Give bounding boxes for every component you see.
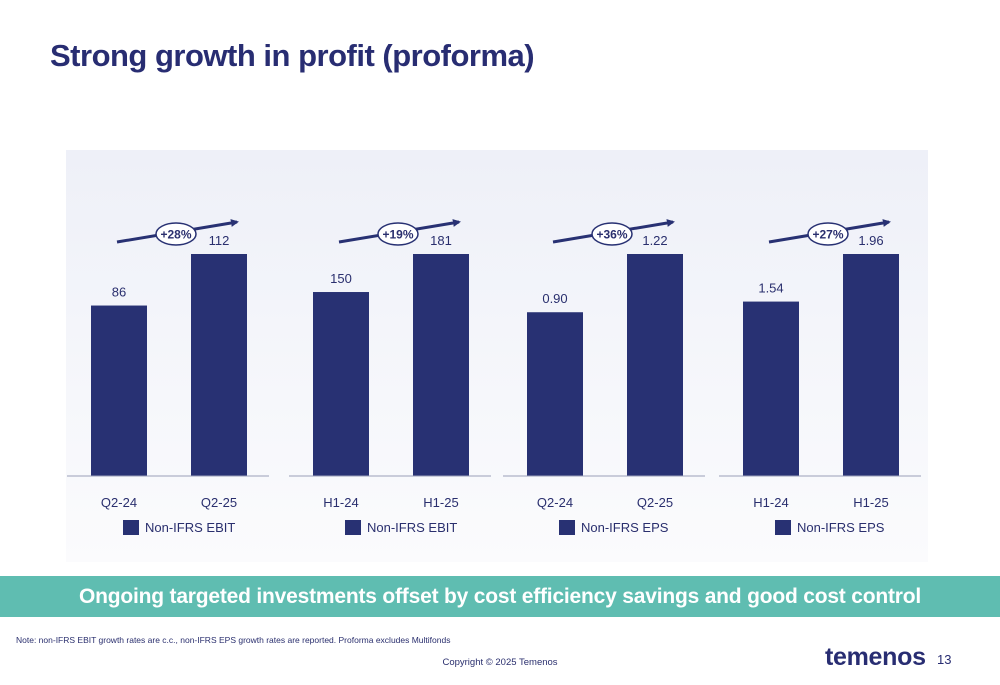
data-label: 112	[209, 233, 230, 248]
bar	[527, 312, 583, 476]
bar	[191, 254, 247, 476]
bar	[627, 254, 683, 476]
tick-label: H1-24	[753, 495, 788, 510]
legend-swatch	[559, 520, 575, 535]
growth-label: +19%	[382, 228, 413, 242]
tick-label: Q2-24	[537, 495, 573, 510]
data-label: 181	[430, 233, 452, 248]
growth-badge	[807, 222, 849, 246]
data-label: 1.54	[758, 281, 783, 296]
legend-label: Non-IFRS EBIT	[145, 520, 235, 535]
tick-label: Q2-25	[201, 495, 237, 510]
tick-label: Q2-25	[637, 495, 673, 510]
bar	[91, 305, 147, 476]
legend-label: Non-IFRS EPS	[581, 520, 669, 535]
bar	[313, 292, 369, 476]
bar	[413, 254, 469, 476]
growth-label: +27%	[812, 228, 843, 242]
tick-label: H1-25	[853, 495, 888, 510]
data-label: 0.90	[542, 291, 567, 306]
data-label: 86	[112, 285, 126, 300]
legend-label: Non-IFRS EPS	[797, 520, 885, 535]
growth-badge	[377, 222, 419, 246]
growth-badge	[155, 222, 197, 246]
conclusion-banner: Ongoing targeted investments offset by c…	[0, 576, 1000, 617]
footnote: Note: non-IFRS EBIT growth rates are c.c…	[16, 635, 451, 645]
banner-text: Ongoing targeted investments offset by c…	[78, 584, 921, 608]
page-number: 13	[937, 652, 952, 667]
data-label: 1.22	[642, 233, 667, 248]
data-label: 150	[330, 271, 352, 286]
growth-label: +36%	[596, 228, 627, 242]
tick-label: H1-24	[323, 495, 358, 510]
legend-swatch	[345, 520, 361, 535]
tick-label: H1-25	[423, 495, 458, 510]
bar	[843, 254, 899, 476]
legend-swatch	[123, 520, 139, 535]
tick-label: Q2-24	[101, 495, 137, 510]
growth-label: +28%	[160, 228, 191, 242]
data-label: 1.96	[858, 233, 883, 248]
growth-badge	[591, 222, 633, 246]
temenos-logo: temenos	[825, 643, 926, 671]
copyright: Copyright © 2025 Temenos	[442, 657, 558, 668]
bar	[743, 301, 799, 476]
legend-swatch	[775, 520, 791, 535]
charts-canvas: 86 Q2-24 112 Q2-25 +28% Non-IFRS EBIT 150 H1-24…	[67, 219, 921, 535]
page-title: Strong growth in profit (proforma)	[50, 38, 535, 73]
legend-label: Non-IFRS EBIT	[367, 520, 457, 535]
